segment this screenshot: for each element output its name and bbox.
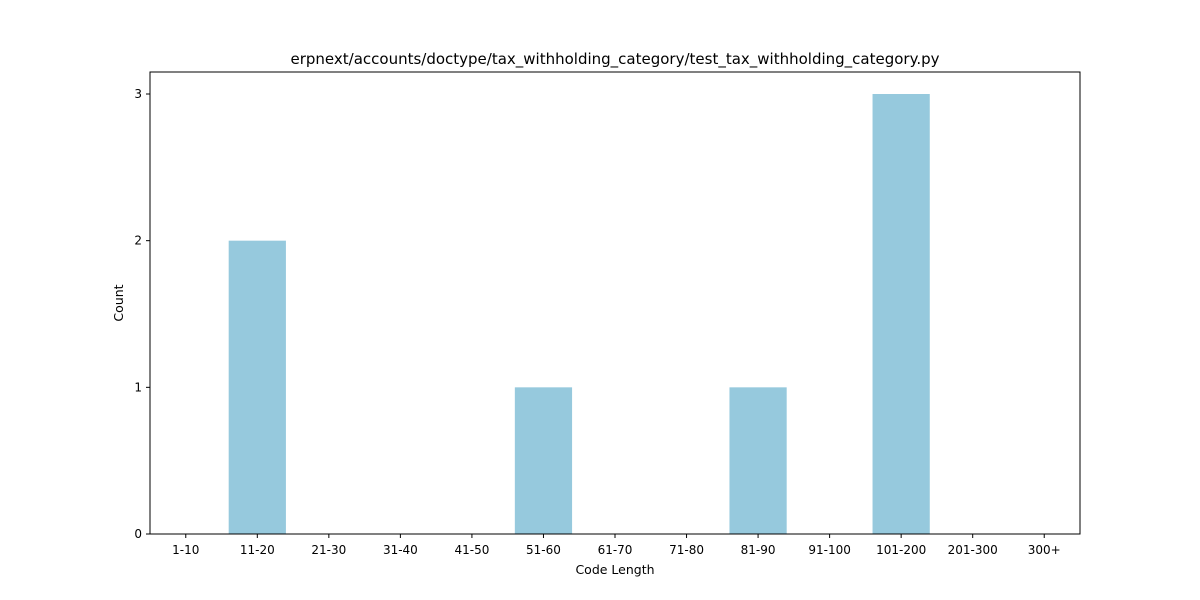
x-axis-label: Code Length (575, 562, 654, 577)
x-tick-label: 51-60 (526, 543, 561, 557)
x-tick-label: 1-10 (172, 543, 199, 557)
x-tick-label: 11-20 (240, 543, 275, 557)
x-tick-label: 81-90 (741, 543, 776, 557)
y-tick-label: 1 (134, 380, 142, 394)
chart-title: erpnext/accounts/doctype/tax_withholding… (291, 50, 940, 69)
y-tick-label: 2 (134, 234, 142, 248)
bar-101-200 (872, 94, 930, 534)
x-tick-label: 101-200 (876, 543, 926, 557)
y-axis-label: Count (111, 284, 126, 321)
x-tick-label: 21-30 (311, 543, 346, 557)
bar-51-60 (514, 387, 573, 534)
x-tick-label: 300+ (1028, 543, 1061, 557)
x-tick-label: 31-40 (383, 543, 418, 557)
y-axis-ticks: 0 1 2 3 (134, 87, 150, 541)
x-axis-ticks: 1-10 11-20 21-30 31-40 41-50 51-60 61-70 71-80 8… (172, 534, 1061, 557)
x-tick-label: 71-80 (669, 543, 704, 557)
bars-group (228, 94, 930, 534)
bar-11-20 (228, 240, 286, 534)
x-tick-label: 91-100 (808, 543, 851, 557)
x-tick-label: 61-70 (598, 543, 633, 557)
y-tick-label: 3 (134, 87, 142, 101)
x-tick-label: 41-50 (454, 543, 489, 557)
bar-81-90 (729, 387, 787, 534)
y-tick-label: 0 (134, 527, 142, 541)
plot-frame (149, 71, 1081, 535)
x-tick-label: 201-300 (948, 543, 998, 557)
